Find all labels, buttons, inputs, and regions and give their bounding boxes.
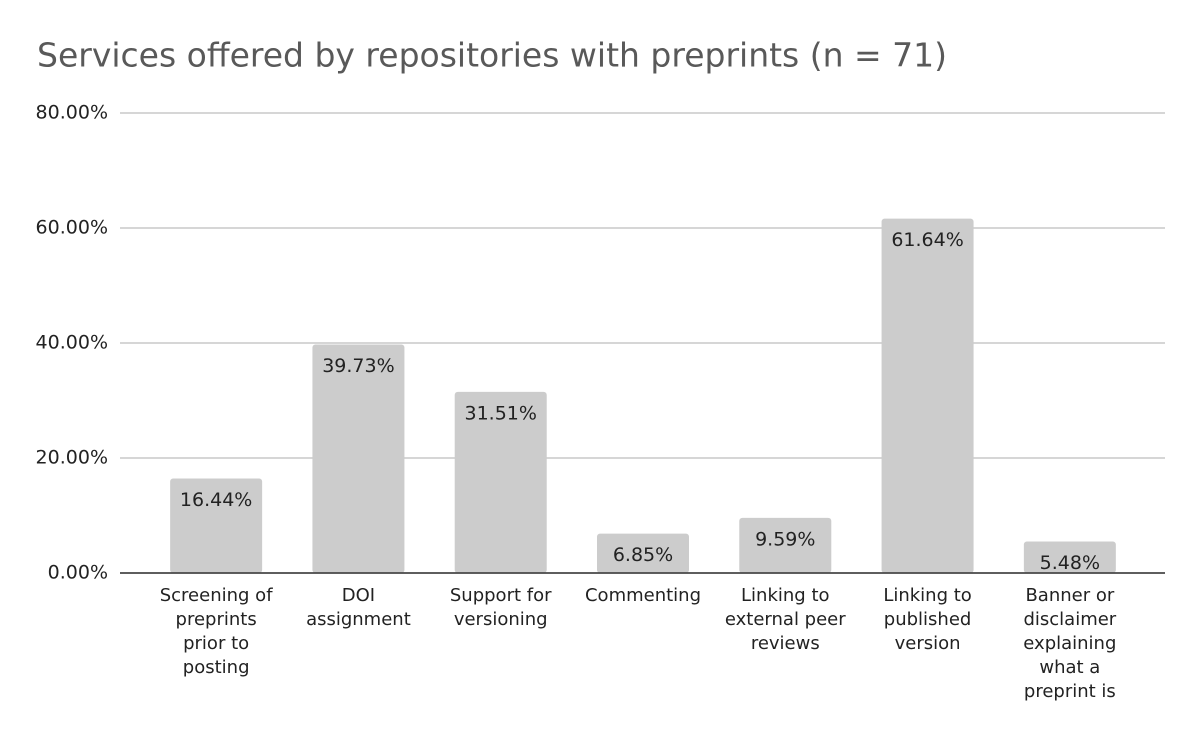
bar [454, 391, 547, 573]
value-label: 9.59% [755, 528, 815, 550]
x-tick-label: Commenting [584, 585, 702, 606]
bar [312, 344, 405, 573]
bar [1023, 541, 1116, 573]
y-tick-label: 60.00% [36, 217, 108, 239]
x-tick-label: Linking to external peer reviews [724, 585, 846, 654]
y-tick-label: 80.00% [36, 102, 108, 124]
value-label: 31.51% [464, 402, 536, 424]
y-tick-label: 40.00% [36, 332, 108, 354]
bar [881, 218, 974, 573]
bar [597, 533, 689, 573]
x-tick-label: Linking to published version [883, 585, 972, 654]
x-tick-label: Banner or disclaimer explaining what a p… [1023, 585, 1117, 702]
x-tick-label: Support for versioning [449, 585, 552, 630]
value-label: 6.85% [613, 544, 673, 566]
y-tick-label: 20.00% [36, 447, 108, 469]
bar [170, 478, 263, 573]
chart-title: Services offered by repositories with pr… [37, 36, 947, 75]
bar [739, 517, 832, 573]
x-tick-label: Screening of preprints prior to posting [159, 585, 273, 678]
y-tick-label: 0.00% [48, 562, 108, 584]
value-label: 61.64% [891, 229, 963, 251]
value-label: 39.73% [322, 355, 394, 377]
x-tick-label: DOI assignment [306, 585, 411, 630]
value-label: 16.44% [180, 489, 252, 511]
value-label: 5.48% [1040, 552, 1100, 574]
